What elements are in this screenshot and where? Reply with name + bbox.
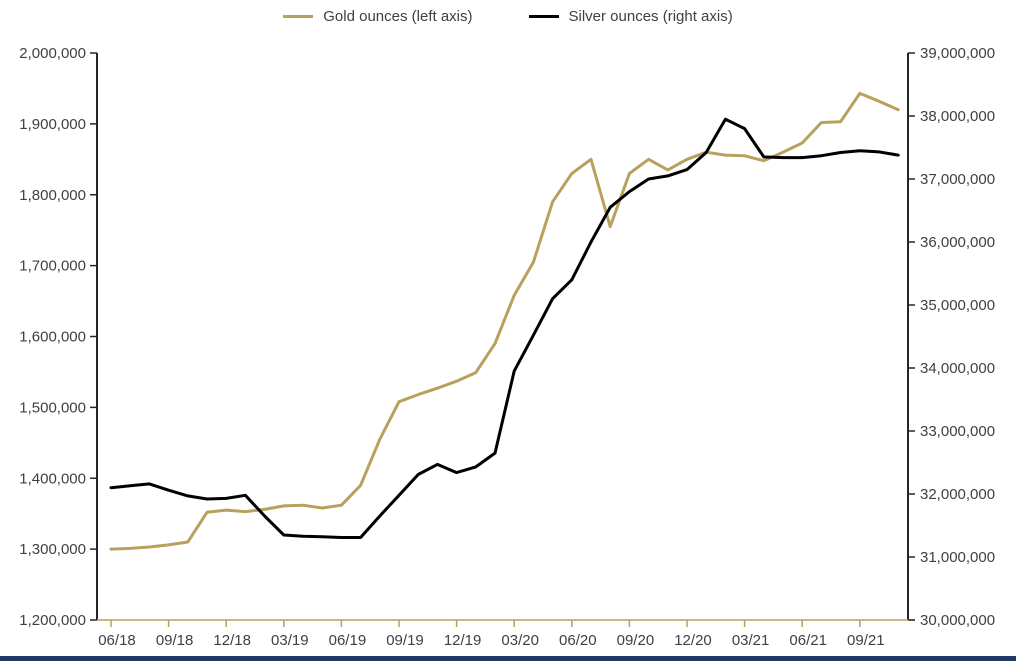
x-axis-tick-label: 09/21 [847,632,885,649]
x-axis-tick-label: 12/20 [674,632,712,649]
x-axis-tick-label: 06/18 [98,632,136,649]
x-axis-tick-label: 06/19 [329,632,367,649]
left-axis-tick-label: 1,300,000 [19,541,86,558]
x-axis-tick-label: 03/21 [732,632,770,649]
right-axis-tick-label: 31,000,000 [920,549,995,566]
left-axis-tick-label: 1,400,000 [19,470,86,487]
right-axis-tick-label: 35,000,000 [920,297,995,314]
legend-label-gold: Gold ounces (left axis) [323,8,473,25]
series-line-silver[interactable] [109,117,900,539]
left-axis-tick-label: 1,600,000 [19,329,86,346]
gold-series-swatch [283,15,314,18]
x-axis-tick-label: 03/19 [271,632,309,649]
right-axis-tick-label: 32,000,000 [920,486,995,503]
right-axis-tick-label: 36,000,000 [920,234,995,251]
series-line-gold[interactable] [109,91,900,551]
right-axis-tick-label: 30,000,000 [920,612,995,629]
legend-label-silver: Silver ounces (right axis) [568,8,733,25]
left-axis-tick-label: 1,500,000 [19,399,86,416]
window-border-bottom [0,656,1016,661]
x-axis-tick-label: 06/20 [559,632,597,649]
x-axis-tick-label: 09/20 [617,632,655,649]
legend-item-silver[interactable]: Silver ounces (right axis) [528,8,733,25]
right-axis-tick-label: 38,000,000 [920,108,995,125]
x-axis-tick-label: 09/19 [386,632,424,649]
right-axis-tick-label: 39,000,000 [920,45,995,62]
x-axis-tick-label: 03/20 [501,632,539,649]
x-axis-tick-label: 06/21 [789,632,827,649]
right-axis-tick-label: 34,000,000 [920,360,995,377]
left-axis-tick-label: 1,200,000 [19,612,86,629]
left-axis-tick-label: 1,700,000 [19,258,86,275]
left-axis-tick-label: 1,900,000 [19,116,86,133]
chart-legend: Gold ounces (left axis) Silver ounces (r… [0,8,1016,25]
right-axis-tick-label: 33,000,000 [920,423,995,440]
silver-series-swatch [528,15,559,18]
left-axis-tick-label: 1,800,000 [19,187,86,204]
right-axis-tick-label: 37,000,000 [920,171,995,188]
left-axis-tick-label: 2,000,000 [19,45,86,62]
x-axis-tick-label: 12/19 [444,632,482,649]
x-axis-tick-label: 12/18 [213,632,251,649]
x-axis-tick-label: 09/18 [156,632,194,649]
legend-item-gold[interactable]: Gold ounces (left axis) [283,8,473,25]
